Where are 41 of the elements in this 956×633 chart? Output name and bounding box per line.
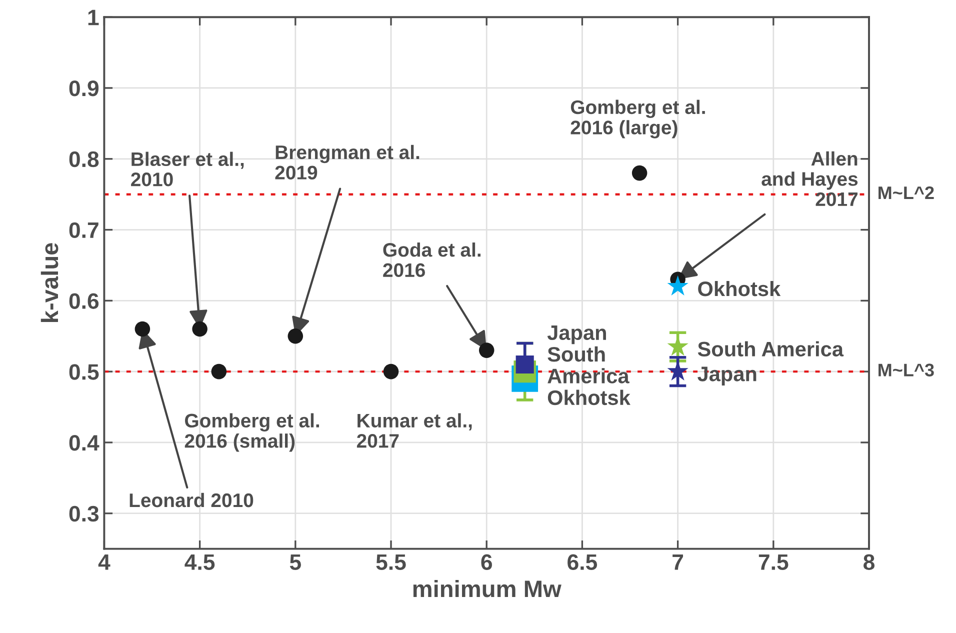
y-tick-label: 1 [88,10,99,26]
x-tick-label: 5 [290,554,301,570]
point [383,364,399,380]
point [632,165,648,181]
series-label: South America [698,341,844,357]
y-tick-label: 0.8 [69,151,99,168]
x-tick-label: 7.5 [758,554,788,570]
series-label: Japan [698,366,756,386]
x-tick-label: 4.5 [184,554,215,570]
annotation: Brengman et al. 2019 [275,144,420,180]
point [667,275,688,296]
annotation: Allen and Hayes 2017 [762,151,858,206]
point [288,328,304,344]
x-axis-title: minimum Mw [413,580,562,598]
annotation: Goda et al. 2016 [383,242,481,278]
annotation: Japan South America Okhotsk [547,326,630,406]
point [478,342,494,358]
ref-line-label: M~L^3 [878,364,934,376]
x-tick-label: 6.5 [568,554,598,570]
x-tick-label: 6 [481,554,492,570]
point [134,321,150,337]
x-tick-label: 4 [98,554,110,570]
point [211,364,227,380]
annotation: Blaser et al., 2010 [131,152,244,186]
series-label: Okhotsk [698,280,781,296]
annotation: Gomberg et al. 2016 (large) [570,100,705,138]
y-tick-label: 0.4 [69,435,100,451]
y-tick-label: 0.6 [69,293,99,309]
annotation: Gomberg et al. 2016 (small) [184,413,320,452]
x-tick-label: 7 [672,554,684,570]
y-tick-label: 0.5 [69,364,99,380]
annotation: Leonard 2010 [130,492,254,508]
annotation: Kumar et al., 2017 [356,413,472,448]
y-axis-title: k-value [40,243,58,322]
point [192,321,208,337]
y-tick-label: 0.7 [69,222,98,238]
ref-line-label: M~L^2 [878,186,934,199]
x-tick-label: 5.5 [376,554,406,570]
y-tick-label: 0.3 [69,506,99,522]
y-tick-label: 0.9 [69,80,99,96]
x-tick-label: 8 [864,554,874,570]
